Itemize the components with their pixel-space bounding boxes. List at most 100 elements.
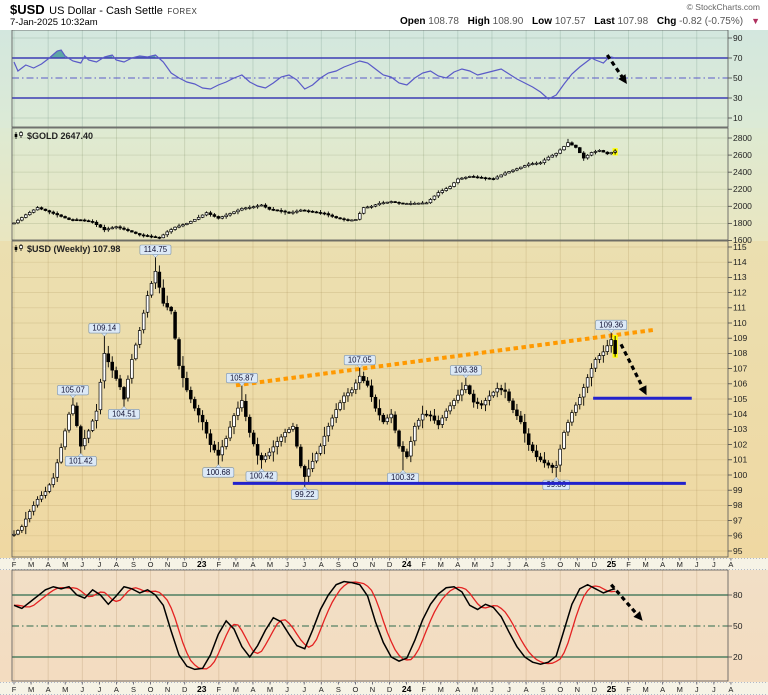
- x-axis-month-label: N: [370, 560, 375, 569]
- price-callout: 100.32: [387, 469, 419, 483]
- x-axis-month-label: J: [302, 685, 306, 694]
- svg-text:104.51: 104.51: [112, 410, 136, 419]
- x-axis-month-label: A: [455, 560, 460, 569]
- x-axis-month-label: A: [250, 560, 255, 569]
- x-axis-month-label: A: [660, 685, 665, 694]
- x-axis-month-label: O: [148, 685, 154, 694]
- price-callout: 114.75: [139, 244, 172, 258]
- x-axis-month-label: F: [626, 685, 631, 694]
- x-axis-month-label: M: [233, 560, 239, 569]
- svg-text:105.87: 105.87: [230, 373, 254, 382]
- high-value: 108.90: [492, 16, 524, 27]
- x-axis-month-label: F: [217, 685, 222, 694]
- x-axis-month-label: D: [592, 685, 598, 694]
- x-axis-month-label: N: [575, 560, 580, 569]
- x-axis-month-label: O: [148, 560, 154, 569]
- symbol-name: US Dollar - Cash Settle: [49, 5, 163, 17]
- y-axis-tick: 80: [733, 590, 743, 600]
- x-axis-month-label: A: [660, 560, 665, 569]
- x-axis-month-label: M: [28, 685, 34, 694]
- y-axis-tick: 50: [733, 73, 743, 83]
- usd-candles: [12, 250, 617, 537]
- x-axis-month-label: A: [319, 560, 324, 569]
- svg-text:100.68: 100.68: [206, 468, 230, 477]
- price-callout: 105.87: [226, 372, 258, 387]
- x-axis-month-label: J: [490, 560, 494, 569]
- x-axis-month-label: J: [97, 560, 101, 569]
- y-axis-tick: 99: [733, 485, 743, 495]
- y-axis-tick: 108: [733, 348, 747, 358]
- x-axis-month-label: A: [524, 685, 529, 694]
- x-axis-month-label: D: [387, 560, 393, 569]
- x-axis-strip-main: [0, 558, 768, 570]
- price-callout: 100.42: [245, 468, 278, 482]
- x-axis-month-label: M: [438, 685, 444, 694]
- rsi-panel-bg: [0, 30, 768, 128]
- chart-datetime: 7-Jan-2025 10:32am: [10, 17, 98, 28]
- y-axis-tick: 20: [733, 652, 743, 662]
- x-axis-month-label: 25: [607, 559, 617, 569]
- x-axis-month-label: O: [557, 560, 563, 569]
- x-axis-month-label: 24: [402, 684, 412, 694]
- y-axis-tick: 2000: [733, 201, 752, 211]
- rsi-overbought-fill: [49, 50, 66, 58]
- x-axis-month-label: F: [217, 560, 222, 569]
- price-callout: 109.36: [595, 319, 628, 334]
- rising-trendline: [235, 327, 655, 388]
- x-axis-month-label: J: [695, 685, 699, 694]
- y-axis-tick: 1800: [733, 218, 752, 228]
- x-axis-strip-bottom: [0, 682, 768, 695]
- svg-text:107.05: 107.05: [348, 355, 373, 364]
- y-axis-tick: 10: [733, 113, 743, 123]
- x-axis-month-label: M: [438, 560, 444, 569]
- x-axis-month-label: S: [541, 560, 546, 569]
- svg-text:109.36: 109.36: [599, 320, 623, 329]
- x-axis-month-label: M: [267, 560, 273, 569]
- x-axis-month-label: N: [575, 685, 580, 694]
- y-axis-tick: 104: [733, 409, 747, 419]
- x-axis-month-label: J: [712, 560, 716, 569]
- x-axis-month-label: J: [80, 685, 84, 694]
- chg-down-triangle-icon[interactable]: ▼: [751, 16, 760, 26]
- y-axis-tick: 110: [733, 318, 747, 328]
- x-axis-month-label: O: [352, 685, 358, 694]
- x-axis-month-label: A: [250, 685, 255, 694]
- y-axis-tick: 111: [733, 303, 746, 313]
- price-callout: 107.05: [343, 355, 376, 369]
- x-axis-month-label: 24: [402, 559, 412, 569]
- y-axis-tick: 98: [733, 500, 743, 510]
- chg-value: -0.82 (-0.75%): [679, 16, 744, 27]
- svg-text:99.22: 99.22: [295, 490, 315, 499]
- x-axis-month-label: J: [285, 560, 289, 569]
- stoch-k-line: [13, 580, 616, 671]
- gold-panel-bg: [0, 128, 768, 241]
- x-axis-month-label: J: [695, 560, 699, 569]
- y-axis-tick: 2400: [733, 167, 752, 177]
- price-callout: 109.14: [88, 323, 121, 337]
- x-axis-month-label: M: [28, 560, 34, 569]
- svg-text:100.42: 100.42: [250, 472, 274, 481]
- x-axis-month-label: 23: [197, 684, 207, 694]
- y-axis-tick: 2800: [733, 133, 752, 143]
- x-axis-month-label: A: [114, 685, 119, 694]
- y-axis-tick: 30: [733, 93, 743, 103]
- price-callout: 101.42: [64, 453, 97, 467]
- x-axis-month-label: N: [165, 560, 170, 569]
- x-axis-month-label: A: [455, 685, 460, 694]
- svg-text:106.38: 106.38: [454, 366, 478, 375]
- gold-candles: [12, 138, 617, 240]
- usd-down-arrow: [619, 343, 647, 396]
- y-axis-tick: 107: [733, 363, 747, 373]
- x-axis-month-label: F: [421, 560, 426, 569]
- symbol-title: $USD US Dollar - Cash Settle FOREX: [10, 1, 197, 19]
- svg-text:101.42: 101.42: [69, 457, 93, 466]
- y-axis-tick: 106: [733, 379, 747, 389]
- svg-text:100.32: 100.32: [391, 473, 415, 482]
- x-axis-month-label: J: [97, 685, 101, 694]
- price-callout: 106.38: [449, 365, 482, 379]
- y-axis-tick: 105: [733, 394, 747, 404]
- panel-title-label: $USD (Weekly) 107.98: [27, 244, 120, 254]
- copyright: © StockCharts.com: [686, 2, 760, 12]
